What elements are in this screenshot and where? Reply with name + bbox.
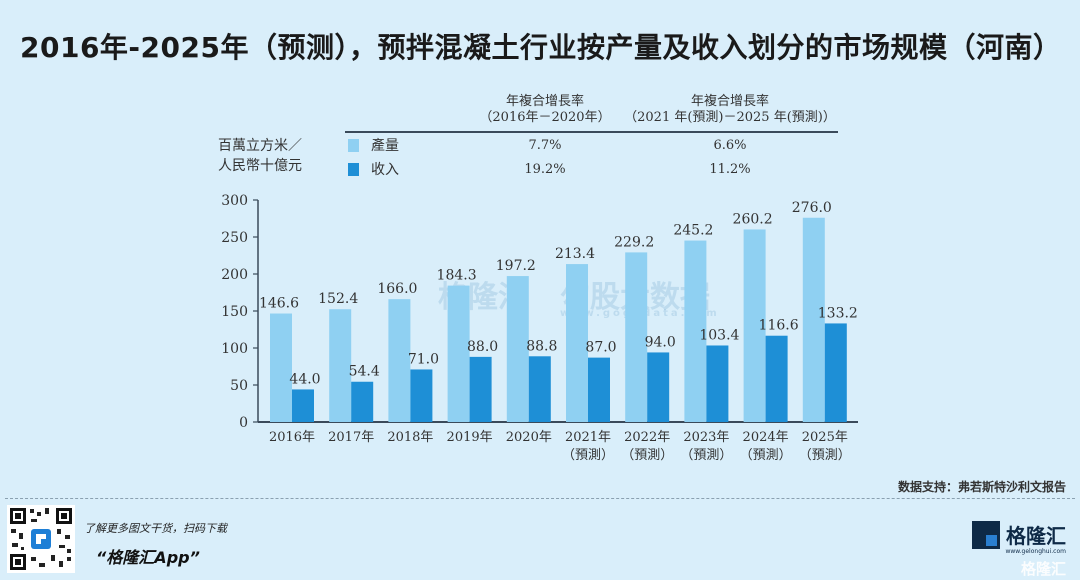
x-tick-label: 2024年 <box>743 430 789 445</box>
legend-label-volume: 產量 <box>371 138 399 154</box>
bar-volume <box>625 252 648 422</box>
unit-label: 百萬立方米／ 人民幣十億元 <box>218 136 302 176</box>
legend-item-volume: 產量 <box>348 134 399 156</box>
bar-volume <box>447 285 470 422</box>
y-tick-label: 0 <box>239 415 248 431</box>
x-tick-label: 2021年 <box>565 430 611 445</box>
bar-revenue <box>410 369 433 422</box>
bar-revenue <box>588 357 610 422</box>
data-label-volume: 166.0 <box>377 281 417 297</box>
data-label-volume: 146.6 <box>259 296 299 312</box>
data-label-revenue: 94.0 <box>645 334 676 350</box>
bar-volume <box>743 229 766 422</box>
bar-revenue <box>292 389 314 422</box>
data-label-revenue: 87.0 <box>585 340 616 356</box>
cagr-header-2016-2020: 年複合增長率 （2016年－2020年） <box>470 94 620 126</box>
data-label-volume: 260.2 <box>733 211 773 227</box>
qr-code-icon <box>10 508 72 570</box>
cagr-revenue-2016-2020: 19.2% <box>524 162 566 177</box>
bar-revenue <box>765 335 788 422</box>
x-tick-sublabel: （預測） <box>562 448 614 463</box>
unit-label-line2: 人民幣十億元 <box>218 158 302 174</box>
data-label-revenue: 103.4 <box>699 327 739 343</box>
y-tick-label: 250 <box>221 230 248 246</box>
brand-logo-icon <box>972 520 1000 549</box>
x-tick-label: 2019年 <box>447 430 493 445</box>
data-label-revenue: 116.6 <box>759 318 799 334</box>
bar-revenue <box>647 352 670 422</box>
data-label-revenue: 71.0 <box>408 351 439 367</box>
data-label-volume: 229.2 <box>614 234 654 250</box>
data-label-volume: 245.2 <box>673 223 713 239</box>
bar-revenue <box>528 356 551 422</box>
cagr-header-2021-2025-line2: （2021 年(預測)－2025 年(預測)） <box>624 110 836 125</box>
x-tick-sublabel: （預測） <box>740 448 792 463</box>
chart-labels: 146.6 44.0 2016年 152.4 54.4 2017年 166.0 71.0 201… <box>259 200 858 463</box>
y-tick-label: 300 <box>221 193 248 209</box>
x-tick-sublabel: （預測） <box>621 448 673 463</box>
cagr-header-2021-2025: 年複合增長率 （2021 年(預測)－2025 年(預測)） <box>615 94 845 126</box>
data-label-volume: 197.2 <box>496 258 536 274</box>
legend-swatch-volume <box>348 138 359 152</box>
brand-url: www.gelonghui.com <box>1005 548 1066 555</box>
cagr-revenue-2021-2025: 11.2% <box>709 162 751 177</box>
bar-volume <box>566 264 588 422</box>
x-tick-label: 2016年 <box>269 430 315 445</box>
data-label-volume: 213.4 <box>555 246 595 262</box>
cagr-header-2021-2025-line1: 年複合增長率 <box>690 94 769 109</box>
promo-text: 了解更多图文干货，扫码下载 <box>84 522 227 535</box>
data-label-volume: 152.4 <box>318 291 358 307</box>
bar-volume <box>329 309 352 422</box>
bar-volume <box>270 313 292 422</box>
data-label-revenue: 133.2 <box>818 305 858 321</box>
y-tick-label: 50 <box>230 378 248 394</box>
x-tick-label: 2020年 <box>506 430 552 445</box>
footer-divider <box>5 498 1075 499</box>
promo-app-name: “格隆汇App” <box>96 548 200 567</box>
cagr-header-2016-2020-line1: 年複合增長率 <box>505 94 584 109</box>
qr-code[interactable] <box>7 505 75 573</box>
bar-revenue <box>706 345 729 422</box>
data-label-revenue: 88.0 <box>467 339 498 355</box>
table-rule <box>345 131 838 133</box>
x-tick-label: 2018年 <box>387 430 433 445</box>
x-tick-label: 2025年 <box>802 430 848 445</box>
x-tick-sublabel: （預測） <box>799 448 851 463</box>
bar-volume <box>388 299 411 422</box>
data-label-revenue: 88.8 <box>526 338 557 354</box>
bar-volume <box>802 217 825 422</box>
chart-bars <box>270 217 847 422</box>
brand-logo: 格隆汇 <box>972 520 1066 549</box>
bar-revenue <box>351 381 374 422</box>
data-label-volume: 276.0 <box>792 200 832 216</box>
brand-name: 格隆汇 <box>1006 524 1066 548</box>
x-tick-label: 2017年 <box>328 430 374 445</box>
bar-volume <box>506 276 529 422</box>
x-tick-label: 2022年 <box>624 430 670 445</box>
legend-swatch-revenue <box>348 162 359 176</box>
page-title: 2016年-2025年（预测），预拌混凝土行业按产量及收入划分的市场规模（河南） <box>20 31 1062 64</box>
x-tick-sublabel: （預測） <box>680 448 732 463</box>
legend-item-revenue: 收入 <box>348 158 399 180</box>
data-label-revenue: 54.4 <box>349 364 380 380</box>
y-tick-label: 200 <box>221 267 248 283</box>
unit-label-line1: 百萬立方米／ <box>218 138 302 154</box>
bar-volume <box>684 240 707 422</box>
cagr-header-2016-2020-line2: （2016年－2020年） <box>479 110 611 125</box>
cagr-volume-2021-2025: 6.6% <box>713 138 747 153</box>
data-label-revenue: 44.0 <box>289 371 320 387</box>
bar-revenue <box>824 323 847 422</box>
data-label-volume: 184.3 <box>437 268 477 284</box>
cagr-volume-2016-2020: 7.7% <box>528 138 562 153</box>
legend-label-revenue: 收入 <box>371 162 399 178</box>
source-note: 数据支持：弗若斯特沙利文报告 <box>897 480 1066 494</box>
x-tick-label: 2023年 <box>683 430 729 445</box>
brand-secondary: 格隆汇 <box>1020 560 1066 578</box>
y-tick-label: 100 <box>221 341 248 357</box>
y-tick-label: 150 <box>221 304 248 320</box>
bar-revenue <box>469 356 492 422</box>
